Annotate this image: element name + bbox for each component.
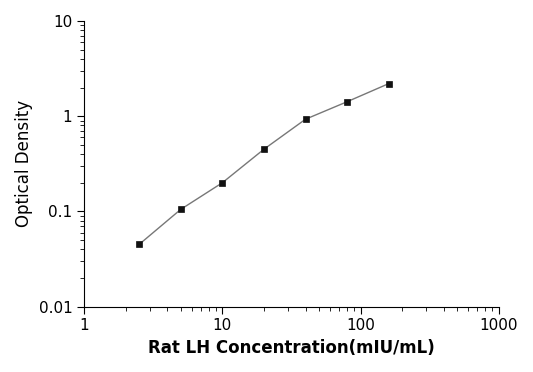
X-axis label: Rat LH Concentration(mIU/mL): Rat LH Concentration(mIU/mL)	[148, 339, 435, 357]
Y-axis label: Optical Density: Optical Density	[15, 100, 33, 227]
